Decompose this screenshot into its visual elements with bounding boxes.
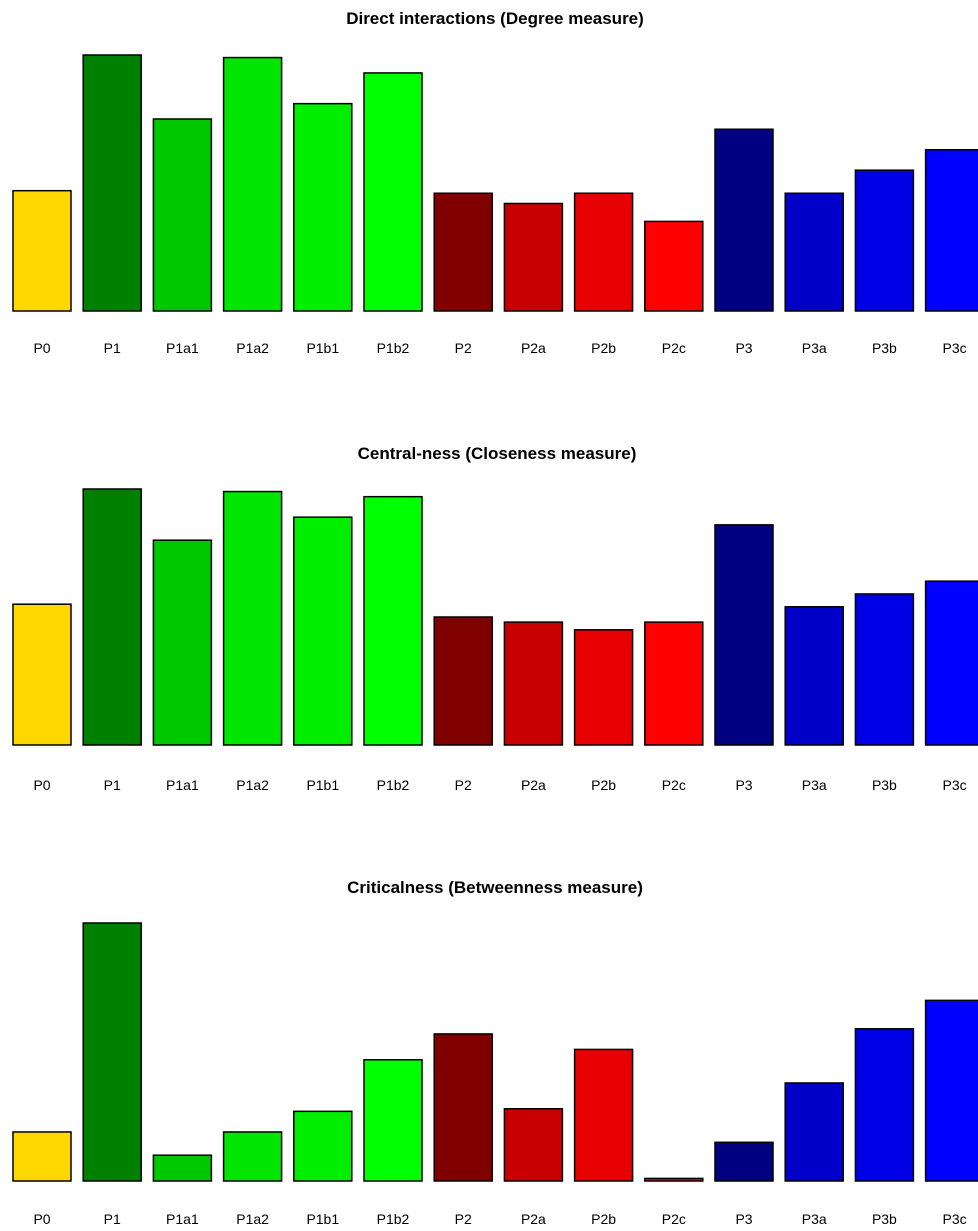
bar-p1b1	[293, 1110, 353, 1182]
tick-label-p2b: P2b	[591, 777, 616, 793]
tick-label-p3c: P3c	[943, 777, 967, 793]
bar-p1b2	[363, 72, 423, 312]
bar-p0	[12, 603, 72, 746]
bar-p2b	[573, 192, 634, 312]
tick-label-p1: P1	[104, 777, 121, 793]
bar-p1a2	[222, 490, 283, 746]
tick-label-p0: P0	[33, 1211, 50, 1227]
tick-label-p1b1: P1b1	[306, 340, 339, 356]
bar-group	[12, 488, 978, 746]
bar-p1	[82, 922, 142, 1182]
tick-label-group: P0 P1 P1a1 P1a2 P1b1 P1b2 P2 P2a P2b P2c P3 P3a P3b P…	[33, 340, 966, 356]
bar-p2b	[573, 1048, 634, 1182]
tick-label-p2c: P2c	[662, 777, 686, 793]
tick-label-p1a2: P1a2	[236, 1211, 269, 1227]
tick-label-group: P0 P1 P1a1 P1a2 P1b1 P1b2 P2 P2a P2b P2c P3 P3a P3b P…	[33, 777, 966, 793]
tick-label-p2b: P2b	[591, 340, 616, 356]
tick-label-p3b: P3b	[872, 777, 897, 793]
tick-label-p1b2: P1b2	[377, 1211, 410, 1227]
bar-p2a	[503, 202, 564, 312]
tick-label-p1b2: P1b2	[377, 777, 410, 793]
tick-label-p2c: P2c	[662, 340, 686, 356]
bar-p3b	[854, 1028, 915, 1182]
chart-title: Criticalness (Betweenness measure)	[347, 878, 643, 897]
bar-p3b	[854, 593, 915, 746]
tick-label-p3b: P3b	[872, 340, 897, 356]
bar-p1b2	[363, 1058, 423, 1182]
tick-label-p2b: P2b	[591, 1211, 616, 1227]
tick-label-p1a2: P1a2	[236, 777, 269, 793]
bar-p0	[12, 1131, 72, 1182]
bar-p2c	[644, 1177, 704, 1182]
tick-label-p2: P2	[455, 340, 472, 356]
bar-p1b1	[293, 102, 353, 312]
chart-closeness: Central-ness (Closeness measure) P0 P1 P1a…	[12, 444, 978, 793]
bar-p3a	[784, 606, 844, 746]
bar-p1a2	[222, 1131, 283, 1182]
bar-p1a2	[222, 56, 283, 312]
bar-p2	[433, 192, 493, 312]
bar-p2a	[503, 1108, 564, 1182]
tick-label-p1: P1	[104, 340, 121, 356]
tick-label-p3c: P3c	[943, 1211, 967, 1227]
chart-betweenness: Criticalness (Betweenness measure) P0 P1 P…	[12, 878, 978, 1227]
bar-group	[12, 922, 978, 1182]
bar-p3	[714, 524, 774, 746]
tick-label-p3a: P3a	[802, 340, 827, 356]
tick-label-p1: P1	[104, 1211, 121, 1227]
bar-group	[12, 54, 978, 312]
bar-p1	[82, 54, 142, 312]
tick-label-p1a1: P1a1	[166, 777, 199, 793]
bar-p3a	[784, 1082, 844, 1182]
tick-label-p2: P2	[455, 1211, 472, 1227]
bar-p2c	[644, 621, 704, 746]
tick-label-p2a: P2a	[521, 340, 546, 356]
bar-p2a	[503, 621, 564, 746]
chart-title: Direct interactions (Degree measure)	[346, 9, 644, 28]
bar-p1b1	[293, 516, 353, 746]
bar-p1a1	[152, 1154, 213, 1182]
bar-p1	[82, 488, 142, 746]
bar-p3c	[924, 999, 978, 1182]
bar-p3a	[784, 192, 844, 312]
tick-label-p2a: P2a	[521, 777, 546, 793]
bar-p2	[433, 1033, 493, 1182]
tick-label-p3: P3	[735, 777, 752, 793]
bar-p3	[714, 1141, 774, 1182]
bar-p1a1	[152, 539, 213, 746]
chart-title: Central-ness (Closeness measure)	[358, 444, 637, 463]
bar-p3b	[854, 169, 915, 312]
bar-p3c	[924, 580, 978, 746]
bar-p0	[12, 189, 72, 312]
tick-label-p1b1: P1b1	[306, 1211, 339, 1227]
tick-label-p3: P3	[735, 1211, 752, 1227]
tick-label-group: P0 P1 P1a1 P1a2 P1b1 P1b2 P2 P2a P2b P2c P3 P3a P3b P…	[33, 1211, 966, 1227]
bar-p3c	[924, 148, 978, 312]
tick-label-p1b1: P1b1	[306, 777, 339, 793]
tick-label-p1b2: P1b2	[377, 340, 410, 356]
tick-label-p0: P0	[33, 777, 50, 793]
tick-label-p3c: P3c	[943, 340, 967, 356]
bar-p3	[714, 128, 774, 312]
tick-label-p1a1: P1a1	[166, 340, 199, 356]
tick-label-p2: P2	[455, 777, 472, 793]
tick-label-p1a1: P1a1	[166, 1211, 199, 1227]
bar-p2b	[573, 629, 634, 746]
tick-label-p3: P3	[735, 340, 752, 356]
tick-label-p0: P0	[33, 340, 50, 356]
tick-label-p1a2: P1a2	[236, 340, 269, 356]
chart-degree: Direct interactions (Degree measure) P0 P…	[12, 9, 978, 356]
tick-label-p3b: P3b	[872, 1211, 897, 1227]
tick-label-p3a: P3a	[802, 1211, 827, 1227]
bar-p2	[433, 616, 493, 746]
tick-label-p3a: P3a	[802, 777, 827, 793]
bar-p2c	[644, 220, 704, 312]
bar-p1a1	[152, 118, 213, 312]
tick-label-p2a: P2a	[521, 1211, 546, 1227]
tick-label-p2c: P2c	[662, 1211, 686, 1227]
bar-p1b2	[363, 495, 423, 746]
